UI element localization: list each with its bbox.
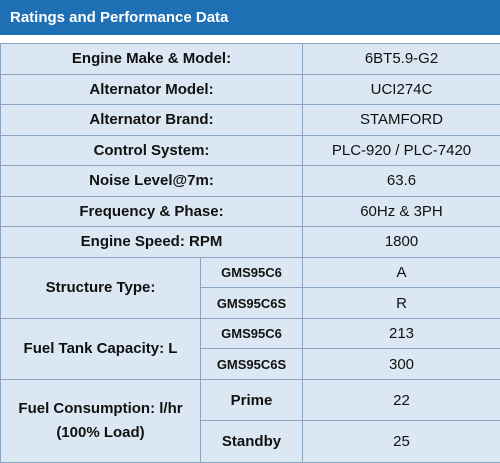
table-row: Frequency & Phase: 60Hz & 3PH xyxy=(0,195,500,228)
model-label: GMS95C6S xyxy=(200,348,303,380)
model-label: GMS95C6 xyxy=(200,256,303,289)
structure-type-value: A xyxy=(302,256,500,289)
table-row: Structure Type: GMS95C6 A xyxy=(0,256,500,319)
fuel-consumption-label-line1: Fuel Consumption: l/hr xyxy=(18,399,183,417)
model-label: GMS95C6 xyxy=(200,317,303,350)
row-label: Engine Make & Model: xyxy=(0,43,303,75)
row-value: 63.6 xyxy=(302,165,500,197)
structure-type-label: Structure Type: xyxy=(0,256,201,319)
fuel-consumption-value: 22 xyxy=(302,378,500,422)
table-row: Alternator Model: UCI274C xyxy=(0,73,500,106)
section-header: Ratings and Performance Data xyxy=(0,0,500,35)
section-title: Ratings and Performance Data xyxy=(10,9,229,26)
row-label: Noise Level@7m: xyxy=(0,165,303,197)
row-label: Frequency & Phase: xyxy=(0,195,303,228)
fuel-consumption-value: 25 xyxy=(302,420,500,463)
fuel-consumption-label: Fuel Consumption: l/hr (100% Load) xyxy=(0,378,201,463)
row-value: PLC-920 / PLC-7420 xyxy=(302,134,500,167)
fuel-consumption-label-line2: (100% Load) xyxy=(56,423,145,441)
mode-label: Standby xyxy=(200,420,303,463)
row-value: STAMFORD xyxy=(302,104,500,136)
fuel-tank-value: 300 xyxy=(302,348,500,380)
table-row: Fuel Tank Capacity: L GMS95C6 213 xyxy=(0,317,500,380)
table-row: Control System: PLC-920 / PLC-7420 xyxy=(0,134,500,167)
row-value: 1800 xyxy=(302,226,500,258)
fuel-tank-value: 213 xyxy=(302,317,500,350)
table-row: Noise Level@7m: 63.6 xyxy=(0,165,500,197)
table-row: Alternator Brand: STAMFORD xyxy=(0,104,500,136)
structure-type-value: R xyxy=(302,287,500,319)
ratings-table: Engine Make & Model: 6BT5.9-G2 Alternato… xyxy=(0,43,500,463)
fuel-tank-label: Fuel Tank Capacity: L xyxy=(0,317,201,380)
table-row: Engine Speed: RPM 1800 xyxy=(0,226,500,258)
table-row: Standby 25 xyxy=(1,420,500,463)
table-row: GMS95C6S R xyxy=(1,287,500,319)
mode-label: Prime xyxy=(200,378,303,422)
row-label: Alternator Model: xyxy=(0,73,303,106)
table-row: Fuel Consumption: l/hr (100% Load) Prime… xyxy=(0,378,500,463)
row-label: Control System: xyxy=(0,134,303,167)
row-value: 6BT5.9-G2 xyxy=(302,43,500,75)
row-label: Alternator Brand: xyxy=(0,104,303,136)
row-label: Engine Speed: RPM xyxy=(0,226,303,258)
table-row: Engine Make & Model: 6BT5.9-G2 xyxy=(0,43,500,75)
model-label: GMS95C6S xyxy=(200,287,303,319)
row-value: 60Hz & 3PH xyxy=(302,195,500,228)
row-value: UCI274C xyxy=(302,73,500,106)
